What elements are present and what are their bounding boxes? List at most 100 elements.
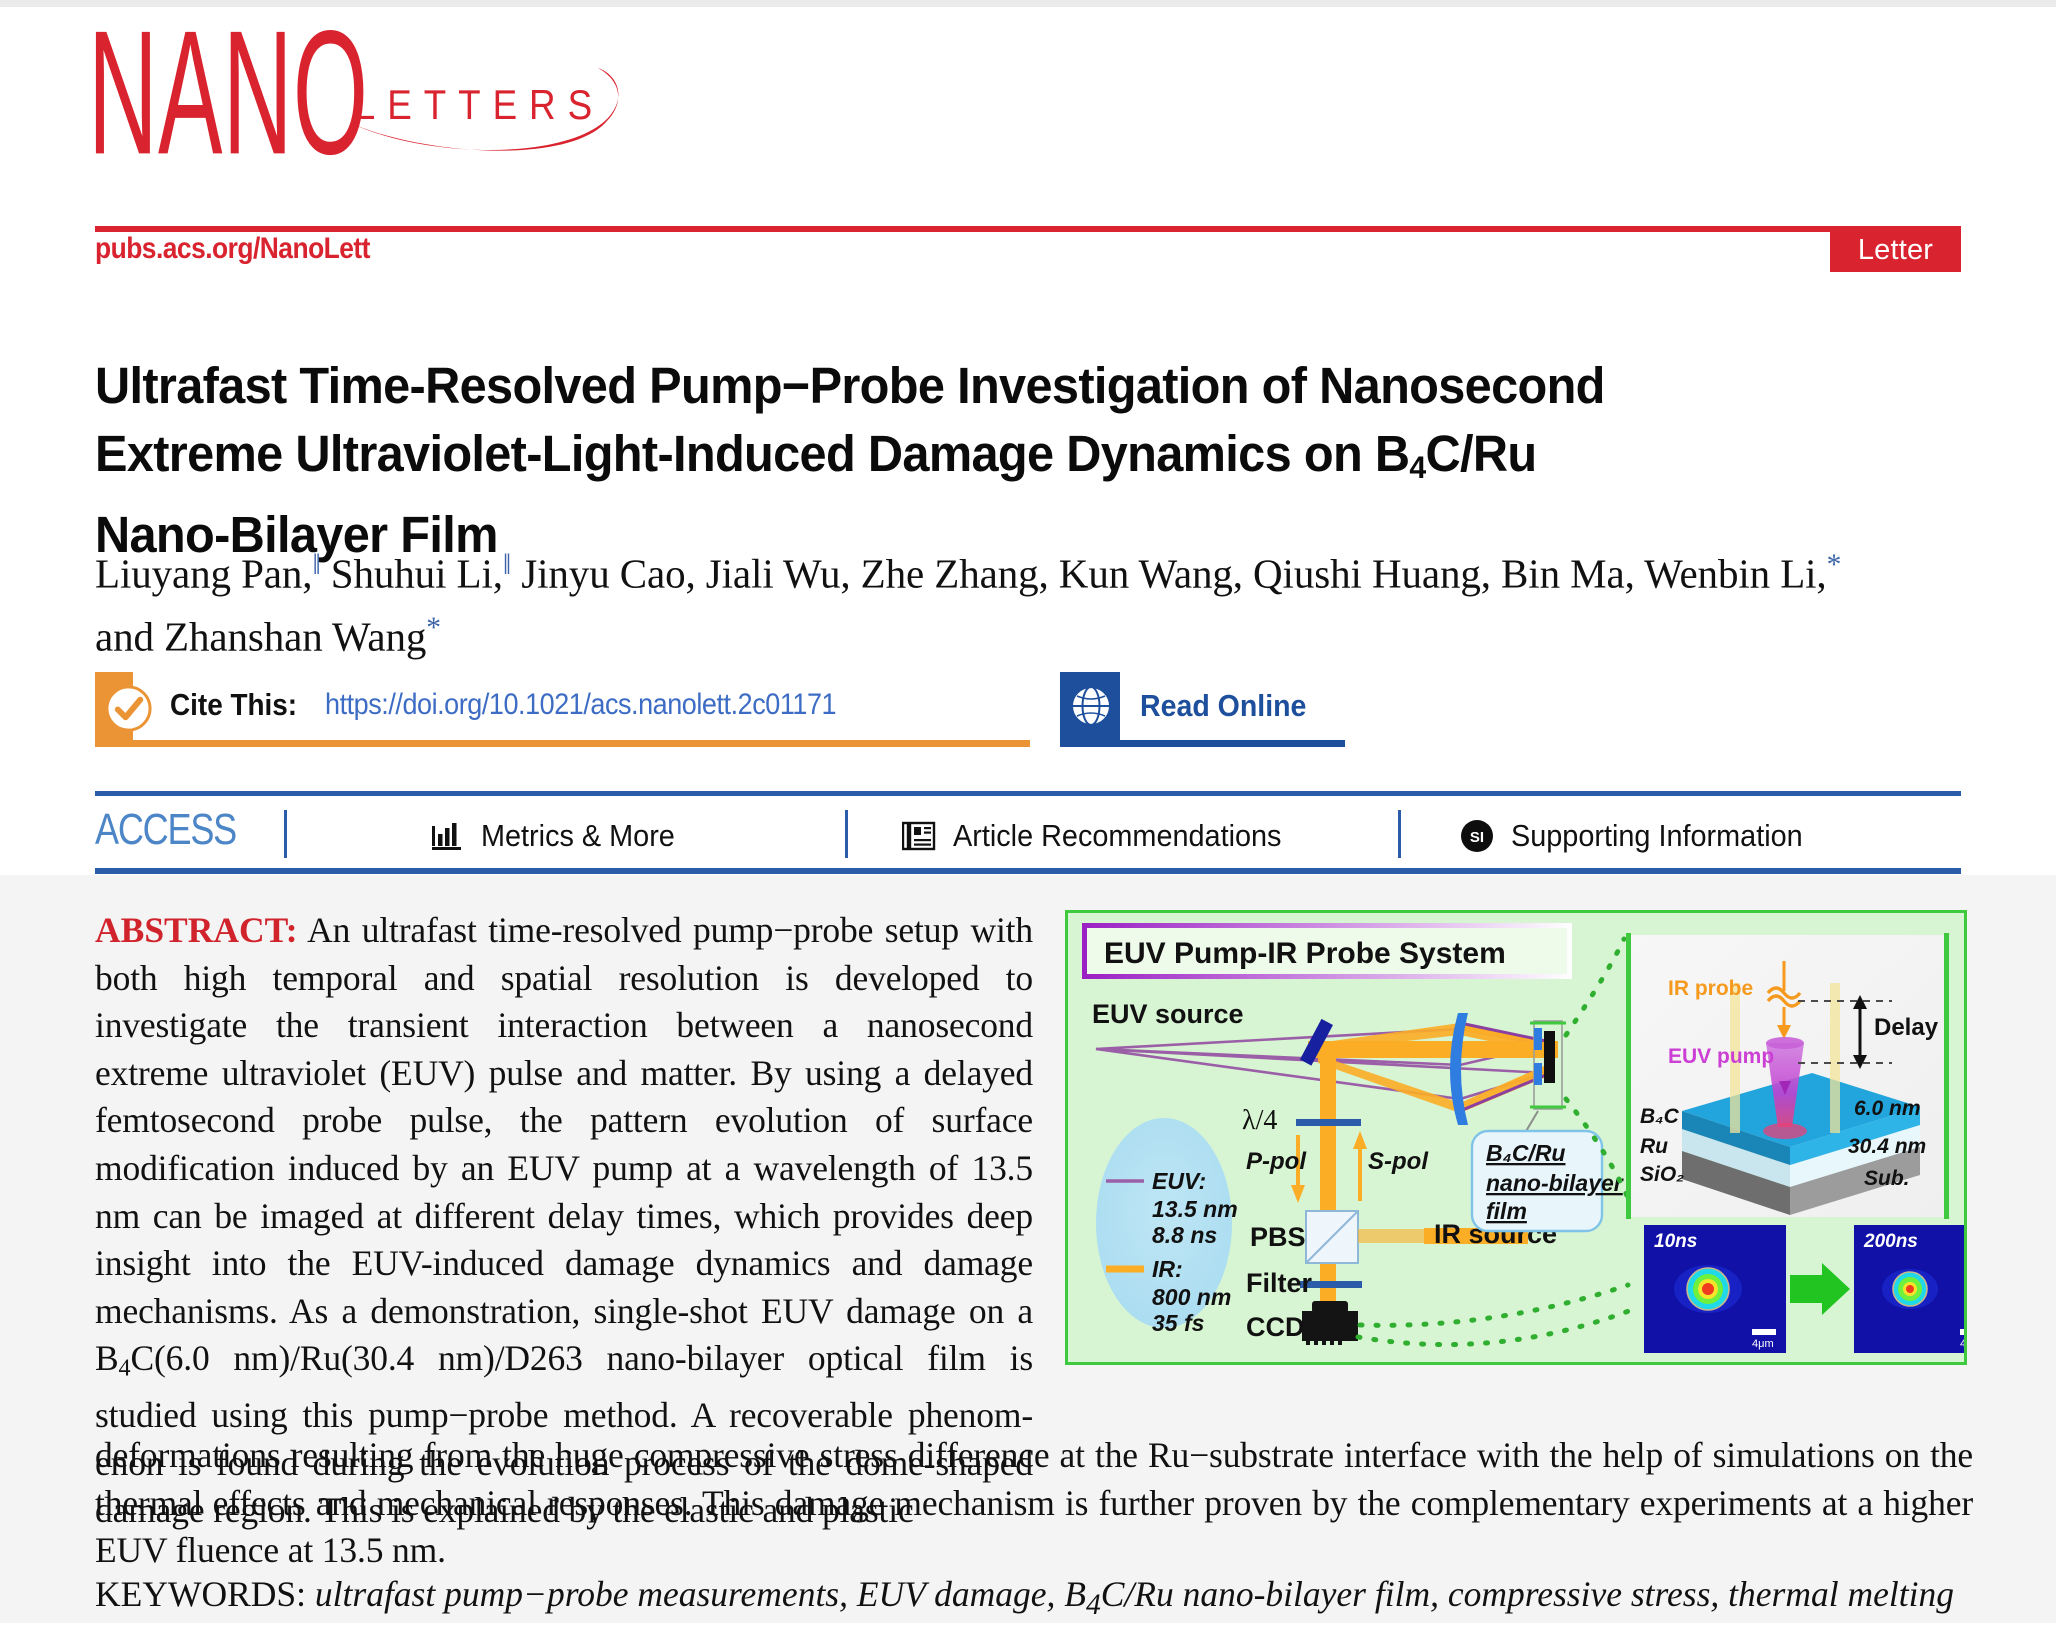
title-line-2-post: C/Ru [1425,425,1538,483]
layer-thickness-ru: 30.4 nm [1848,1135,1926,1158]
ccd-camera: CCD [1246,1301,1358,1345]
polarization-arrows: P-pol S-pol [1246,1131,1429,1203]
keywords-heading: KEYWORDS: [95,1574,307,1614]
ccd-time-label-2: 200ns [1863,1231,1918,1252]
doi-link[interactable]: https://doi.org/10.1021/acs.nanolett.2c0… [325,688,837,721]
sample-callout-line-3: film [1486,1198,1527,1224]
bar-chart-icon [432,823,461,850]
legend-ir-name: IR: [1152,1256,1183,1282]
newspaper-icon [902,821,936,851]
legend-euv-duration: 8.8 ns [1152,1222,1217,1248]
legend-euv-wavelength: 13.5 nm [1152,1196,1238,1222]
ccd-image-10ns: 10ns 4μm [1644,1225,1786,1353]
article-recommendations-label: Article Recommendations [953,818,1282,853]
read-online-label: Read Online [1140,688,1307,723]
article-recommendations-button[interactable]: Article Recommendations [902,818,1306,854]
callout-connectors [1355,936,1637,1348]
legend-ir-duration: 35 fs [1152,1310,1204,1336]
journal-url[interactable]: pubs.acs.org/NanoLett [95,232,370,265]
author-group-1: Liuyang Pan, [95,550,313,597]
author-mark-1: ‖ [312,549,321,581]
ccd-image-200ns: 200ns 4μm [1854,1225,1964,1353]
sample-holder [1530,1020,1566,1110]
metrics-and-more-label: Metrics & More [481,818,675,853]
sample-callout-line-1: B₄C/Ru [1486,1140,1565,1166]
optical-beam-path [1095,1013,1566,1339]
top-edge-strip [0,0,2056,7]
filter-label: Filter [1246,1268,1313,1298]
pbs-label: PBS [1250,1222,1306,1252]
access-label[interactable]: ACCESS [95,805,237,854]
toolbar-divider-2 [845,810,848,858]
layer-thickness-b4c: 6.0 nm [1854,1097,1921,1120]
fold-mirror [1299,1018,1333,1066]
s-pol-label: S-pol [1368,1148,1429,1175]
title-line-3: Nano-Bilayer Film [95,506,498,564]
author-mark-2: ‖ [502,549,512,581]
globe-icon [1071,686,1111,726]
masthead-rule [95,226,1961,232]
delay-label: Delay [1874,1014,1939,1041]
abstract-body-post: C(6.0 nm)/Ru(30.4 nm)/D263 nano-bilayer … [95,1338,1033,1531]
film-stack-inset: IR probe EUV pump Delay B₄C Ru SiO₂ 6.0 … [1626,933,1949,1219]
abstract-heading: ABSTRACT: [95,910,298,950]
figure-title-text: EUV Pump-IR Probe System [1104,937,1506,970]
abstract-column: ABSTRACT: An ultrafast time-resolved pum… [95,907,1033,1535]
p-pol-label: P-pol [1246,1148,1307,1175]
read-underline [1060,740,1345,747]
logo-nano-text: NANO [88,10,368,170]
euv-source-label: EUV source [1092,999,1244,1029]
si-badge-icon: SI [1461,820,1493,852]
cite-this-label: Cite This: [170,687,298,722]
euv-pump-label: EUV pump [1668,1045,1774,1068]
keywords-pre: ultrafast pump−probe measurements, EUV d… [306,1574,1086,1614]
toolbar-divider-1 [284,810,287,858]
layer-thickness-sub: Sub. [1864,1167,1910,1190]
layer-material-ru: Ru [1640,1135,1668,1158]
author-mark-4: * [426,612,441,645]
evolution-arrow-icon [1790,1263,1850,1315]
legend-ir-wavelength: 800 nm [1152,1284,1231,1310]
author-group-4: and Zhanshan Wang [95,613,427,660]
page-title: Ultrafast Time-Resolved Pump−Probe Inves… [95,352,1890,569]
cite-underline [95,740,1030,747]
cite-this-bar[interactable]: Cite This: https://doi.org/10.1021/acs.n… [95,672,1030,747]
ccd-label: CCD [1246,1312,1305,1342]
keywords-row: KEYWORDS: ultrafast pump−probe measureme… [95,1572,1973,1627]
toolbar-bottom-rule [95,868,1961,874]
figure-title-box: EUV Pump-IR Probe System [1082,923,1572,979]
sample-callout: B₄C/Ru nano-bilayer film [1470,1110,1624,1233]
ccd-image-pair: 10ns 4μm 200ns 4μm [1644,1225,1964,1353]
sample-callout-line-2: nano-bilayer [1486,1170,1624,1196]
keywords-post: C/Ru nano-bilayer film, compressive stre… [1100,1574,1954,1614]
toc-graphic: EUV Pump-IR Probe System [1065,910,1967,1365]
title-line-2-pre: Extreme Ultraviolet-Light-Induced Damage… [95,425,1410,483]
read-online-button[interactable]: Read Online [1060,672,1345,747]
layer-material-b4c: B₄C [1640,1105,1680,1128]
author-list: Liuyang Pan,‖ Shuhui Li,‖ Jinyu Cao, Jia… [95,538,1895,665]
supporting-information-label: Supporting Information [1511,818,1803,853]
title-line-1: Ultrafast Time-Resolved Pump−Probe Inves… [95,357,1605,415]
keywords-subscript: 4 [1085,1589,1101,1622]
article-type-badge: Letter [1830,228,1961,272]
ir-probe-label: IR probe [1668,977,1753,1000]
svg-text:SI: SI [1470,829,1484,846]
ccd-scale-bar-2: 4μm [1960,1338,1964,1350]
toolbar-top-rule [95,791,1961,796]
title-subscript: 4 [1409,449,1426,486]
logo-letters-text: LETTERS [355,82,604,129]
metrics-and-more-button[interactable]: Metrics & More [432,818,689,854]
focusing-mirror [1450,1013,1468,1125]
toolbar-divider-3 [1398,810,1401,858]
author-group-2: Shuhui Li, [320,550,503,597]
supporting-information-button[interactable]: SI Supporting Information [1460,818,1825,854]
layer-material-sio2: SiO₂ [1640,1163,1684,1186]
quarter-wave-label: λ/4 [1242,1105,1277,1136]
abstract-subscript: 4 [118,1354,131,1382]
beam-legend: EUV: 13.5 nm 8.8 ns IR: 800 nm 35 fs [1096,1118,1238,1336]
abstract-body-pre: An ultrafast time-resolved pump−probe se… [95,910,1033,1379]
journal-logo: NANO LETTERS [88,10,708,170]
author-mark-3: * [1826,549,1842,581]
ccd-time-label-1: 10ns [1654,1231,1697,1252]
quarter-wave-plate: λ/4 [1242,1105,1361,1136]
